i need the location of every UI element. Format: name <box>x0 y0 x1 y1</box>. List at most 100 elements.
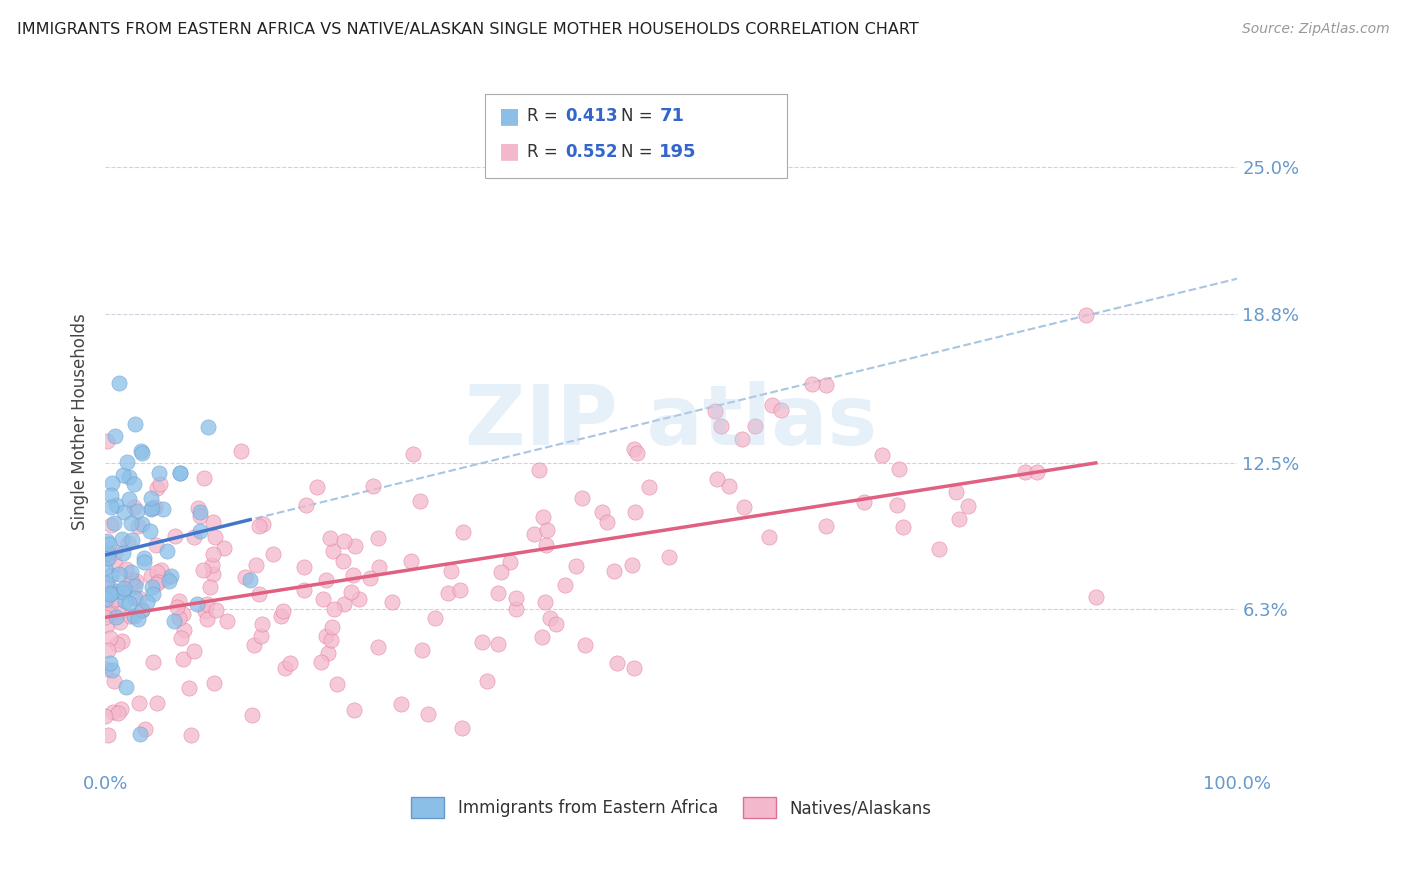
Point <box>125 574 148 589</box>
Point <box>131 446 153 460</box>
Point <box>193 563 215 577</box>
Point <box>131 603 153 617</box>
Point <box>142 655 165 669</box>
Point <box>270 609 292 624</box>
Point <box>948 512 970 526</box>
Point <box>332 554 354 568</box>
Point <box>97 546 120 560</box>
Point <box>359 571 381 585</box>
Point <box>449 583 471 598</box>
Point <box>322 544 344 558</box>
Point <box>1014 466 1036 480</box>
Point <box>111 585 134 599</box>
Point <box>134 551 156 566</box>
Point <box>315 629 337 643</box>
Point <box>312 591 335 606</box>
Point <box>108 605 131 619</box>
Point <box>114 594 136 608</box>
Point <box>98 598 121 612</box>
Point <box>97 550 120 565</box>
Point <box>98 536 121 550</box>
Point <box>173 623 195 637</box>
Point <box>814 519 837 533</box>
Point <box>450 721 472 735</box>
Point <box>402 447 425 461</box>
Point <box>315 573 337 587</box>
Point <box>321 620 343 634</box>
Point <box>115 562 138 576</box>
Point <box>169 467 191 481</box>
Point <box>477 673 499 688</box>
Text: R =: R = <box>527 143 564 161</box>
Point <box>245 558 267 572</box>
Point <box>183 530 205 544</box>
Point <box>202 676 225 690</box>
Point <box>733 500 755 514</box>
Point <box>470 634 492 648</box>
Point <box>451 524 474 539</box>
Point <box>606 656 628 670</box>
Point <box>247 519 270 533</box>
Point <box>94 576 117 591</box>
Point <box>292 582 315 597</box>
Point <box>96 434 118 449</box>
Point <box>205 603 228 617</box>
Point <box>135 595 157 609</box>
Point <box>120 566 142 580</box>
Point <box>321 632 343 647</box>
Point <box>800 376 823 391</box>
Point <box>131 516 153 531</box>
Point <box>710 418 733 433</box>
Point <box>134 723 156 737</box>
Text: Source: ZipAtlas.com: Source: ZipAtlas.com <box>1241 22 1389 37</box>
Point <box>536 524 558 538</box>
Point <box>108 566 131 581</box>
Point <box>411 643 433 657</box>
Point <box>340 584 363 599</box>
Point <box>437 585 460 599</box>
Point <box>100 500 122 514</box>
Point <box>124 591 146 606</box>
Point <box>124 609 146 624</box>
Text: ZIP atlas: ZIP atlas <box>465 381 877 462</box>
Point <box>120 572 142 586</box>
Point <box>188 508 211 523</box>
Point <box>97 580 120 594</box>
Text: 71: 71 <box>659 107 685 125</box>
Point <box>145 577 167 591</box>
Point <box>121 576 143 591</box>
Text: 0.413: 0.413 <box>565 107 617 125</box>
Point <box>367 532 389 546</box>
Point <box>309 655 332 669</box>
Point <box>621 558 644 573</box>
Point <box>163 529 186 543</box>
Point <box>98 585 121 599</box>
Text: 0.552: 0.552 <box>565 143 617 161</box>
Point <box>193 471 215 485</box>
Point <box>112 581 135 595</box>
Point <box>703 404 725 418</box>
Text: ■: ■ <box>499 106 520 126</box>
Point <box>172 607 194 622</box>
Point <box>121 533 143 548</box>
Point <box>239 574 262 588</box>
Point <box>112 467 135 482</box>
Point <box>322 602 344 616</box>
Point <box>179 681 201 696</box>
Point <box>97 607 120 622</box>
Point <box>103 516 125 531</box>
Point <box>1084 591 1107 605</box>
Point <box>127 612 149 626</box>
Point <box>148 467 170 481</box>
Point <box>94 709 117 723</box>
Point <box>870 448 893 462</box>
Point <box>156 544 179 558</box>
Point <box>247 586 270 600</box>
Point <box>157 574 180 589</box>
Point <box>307 480 329 494</box>
Point <box>409 494 432 508</box>
Point <box>100 518 122 533</box>
Point <box>142 587 165 601</box>
Point <box>146 696 169 710</box>
Point <box>107 376 129 391</box>
